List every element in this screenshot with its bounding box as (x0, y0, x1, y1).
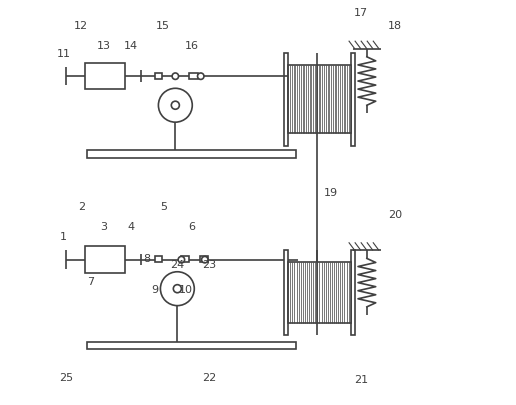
Circle shape (202, 257, 208, 263)
Text: 9: 9 (152, 284, 159, 294)
Bar (288, 66, 351, 134)
Text: 4: 4 (127, 222, 135, 232)
Text: 10: 10 (179, 284, 192, 294)
Text: 20: 20 (388, 209, 402, 220)
Bar (284, 54, 288, 146)
Text: 2: 2 (78, 202, 85, 211)
Bar (284, 251, 288, 335)
Text: 3: 3 (101, 222, 107, 232)
Bar (189, 74, 198, 80)
Text: 18: 18 (388, 21, 402, 30)
Text: 12: 12 (74, 21, 88, 30)
Circle shape (198, 74, 204, 80)
Text: 7: 7 (87, 276, 94, 286)
Text: 24: 24 (170, 260, 185, 270)
Bar (155, 257, 163, 263)
Bar (351, 251, 355, 335)
Text: 19: 19 (324, 188, 337, 197)
Text: 21: 21 (354, 375, 368, 384)
Circle shape (172, 74, 179, 80)
Text: 25: 25 (59, 373, 74, 382)
Bar (155, 74, 163, 80)
Text: 11: 11 (57, 49, 71, 59)
Text: 17: 17 (354, 9, 368, 19)
Bar (87, 151, 296, 158)
Bar (351, 54, 355, 146)
Circle shape (158, 89, 192, 123)
Text: 14: 14 (124, 40, 138, 51)
Bar (200, 257, 208, 263)
Text: 16: 16 (184, 40, 199, 51)
Circle shape (160, 272, 195, 306)
Text: 1: 1 (60, 232, 67, 242)
Text: 5: 5 (160, 202, 167, 211)
Bar (87, 342, 296, 350)
Bar (85, 64, 125, 90)
Text: 15: 15 (156, 21, 170, 30)
Text: 6: 6 (188, 222, 195, 232)
Bar (85, 247, 125, 273)
Bar (288, 263, 351, 323)
Text: 13: 13 (97, 40, 111, 51)
Text: 22: 22 (202, 373, 217, 382)
Text: 23: 23 (203, 260, 217, 270)
Circle shape (171, 102, 180, 110)
Bar (181, 257, 189, 263)
Circle shape (178, 257, 185, 263)
Circle shape (173, 285, 182, 293)
Text: 8: 8 (143, 254, 151, 264)
